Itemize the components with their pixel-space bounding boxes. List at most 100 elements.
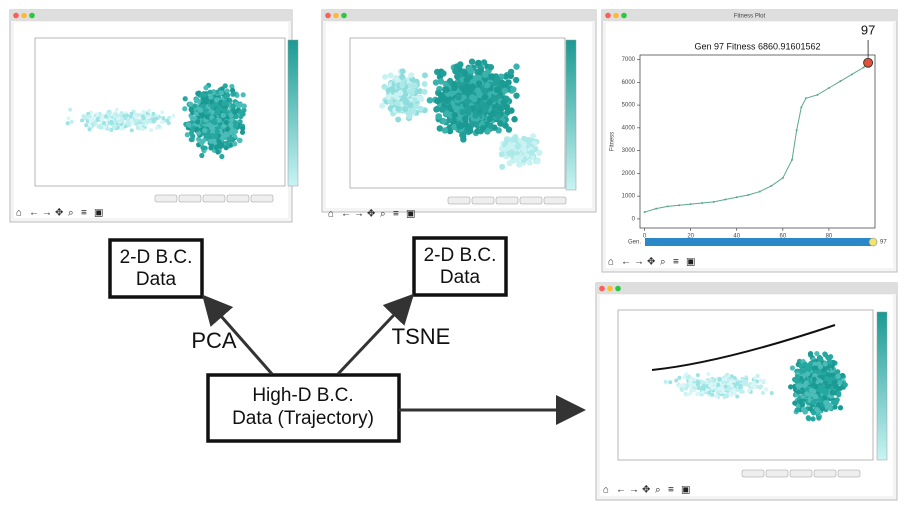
scatter-dot <box>141 116 146 121</box>
tool-icon[interactable]: ≡ <box>81 208 87 219</box>
scatter-dot <box>513 92 520 99</box>
scatter-dot <box>209 99 215 105</box>
tool-icon[interactable]: ⌕ <box>655 485 661 496</box>
box-text: 2-D B.C. <box>120 247 193 268</box>
tool-icon[interactable]: ▣ <box>681 485 690 496</box>
button[interactable] <box>154 194 178 203</box>
y-tick-label: 5000 <box>622 103 636 109</box>
tool-icon[interactable]: ⌕ <box>380 209 386 220</box>
tool-icon[interactable]: ⌂ <box>603 485 609 496</box>
scatter-dot <box>184 132 190 138</box>
scatter-dot <box>714 394 719 399</box>
scatter-dot <box>443 97 451 105</box>
tool-icon[interactable]: ⌂ <box>16 208 22 219</box>
window: ⌂ ← → ✥ ⌕ ≡ ▣ <box>595 282 898 501</box>
scatter-dot <box>510 86 517 93</box>
tool-icon[interactable]: ✥ <box>647 257 655 268</box>
scatter-dot <box>500 82 508 89</box>
callout: 97 <box>861 22 875 37</box>
tool-icon[interactable]: ✥ <box>367 209 375 220</box>
scatter-dot <box>792 400 798 406</box>
button[interactable] <box>789 469 813 478</box>
button[interactable] <box>837 469 861 478</box>
button[interactable] <box>178 194 202 203</box>
scatter-dot <box>189 136 195 143</box>
scatter-dot <box>479 124 487 132</box>
button[interactable] <box>202 194 226 203</box>
button[interactable] <box>226 194 250 203</box>
scatter-dot <box>95 113 100 118</box>
button[interactable] <box>765 469 789 478</box>
button[interactable] <box>813 469 837 478</box>
tool-icon[interactable]: ← <box>621 257 631 268</box>
scatter-dot <box>443 86 450 93</box>
scatter-dot <box>128 114 133 119</box>
tool-icon[interactable]: ✥ <box>55 208 63 219</box>
tool-icon[interactable]: ✥ <box>642 485 650 496</box>
button[interactable] <box>447 196 471 205</box>
tool-icon[interactable]: ▣ <box>406 209 415 220</box>
scatter-dot <box>452 67 459 74</box>
tool-icon[interactable]: → <box>354 209 364 220</box>
button[interactable] <box>471 196 495 205</box>
scatter-dot <box>237 102 244 108</box>
scatter-dot <box>232 120 239 126</box>
tool-icon[interactable]: → <box>629 485 639 496</box>
scatter-dot <box>232 128 239 135</box>
tool-icon[interactable]: ⌂ <box>328 209 334 220</box>
tool-icon[interactable]: ▣ <box>94 208 103 219</box>
window-button <box>607 285 613 292</box>
tool-icon[interactable]: ⌕ <box>68 208 74 219</box>
tool-icon[interactable]: ← <box>616 485 626 496</box>
scatter-dot <box>795 374 801 381</box>
slider[interactable] <box>645 238 873 246</box>
scatter-dot <box>381 83 388 90</box>
tool-icon[interactable]: ≡ <box>668 485 674 496</box>
button[interactable] <box>543 196 567 205</box>
tool-icon[interactable]: ⌂ <box>608 257 614 268</box>
scatter-dot <box>108 110 113 115</box>
slider-handle[interactable] <box>868 237 878 247</box>
scatter-dot <box>224 88 230 94</box>
scatter-dot <box>139 127 144 132</box>
scatter-dot <box>829 390 835 396</box>
scatter-dot <box>402 106 409 113</box>
scatter-dot <box>788 384 794 390</box>
scatter-dot <box>501 87 508 94</box>
tool-icon[interactable]: ≡ <box>673 257 679 268</box>
scatter-dot <box>481 71 489 78</box>
y-axis-label: Fitness <box>610 132 616 151</box>
title-bar <box>322 10 596 21</box>
scatter-dot <box>752 383 757 388</box>
scatter-dot <box>466 65 473 73</box>
tool-icon[interactable]: ≡ <box>393 209 399 220</box>
scatter-dot <box>66 116 71 121</box>
scatter-dot <box>214 128 220 135</box>
scatter-dot <box>68 107 73 112</box>
scatter-dot <box>499 163 506 170</box>
scatter-dot <box>823 390 829 396</box>
tool-icon[interactable]: → <box>634 257 644 268</box>
button[interactable] <box>741 469 765 478</box>
point <box>850 73 853 76</box>
tool-icon[interactable]: ⌕ <box>660 257 666 268</box>
scatter-dot <box>407 102 414 109</box>
scatter-dot <box>216 138 222 145</box>
scatter-dot <box>824 376 830 382</box>
scatter-dot <box>417 105 424 112</box>
button[interactable] <box>519 196 543 205</box>
scatter-dot <box>508 149 515 156</box>
arrow-label: PCA <box>191 328 237 353</box>
tool-icon[interactable]: → <box>42 208 52 219</box>
button[interactable] <box>250 194 274 203</box>
scatter-dot <box>530 133 537 140</box>
tool-icon[interactable]: ← <box>29 208 39 219</box>
tool-icon[interactable]: ← <box>341 209 351 220</box>
button[interactable] <box>495 196 519 205</box>
scatter-dot <box>456 123 463 130</box>
scatter-dot <box>477 108 484 115</box>
scatter-dot <box>473 121 480 128</box>
tool-icon[interactable]: ▣ <box>686 257 695 268</box>
scatter-dot <box>717 377 722 382</box>
